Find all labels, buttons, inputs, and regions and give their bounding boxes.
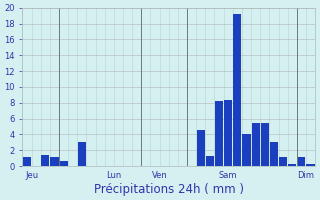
Bar: [215, 101, 223, 166]
Bar: [197, 130, 205, 166]
Bar: [252, 123, 260, 166]
Bar: [41, 155, 49, 166]
Bar: [297, 157, 306, 166]
Bar: [288, 164, 296, 166]
Bar: [206, 156, 214, 166]
Bar: [306, 164, 315, 166]
Bar: [224, 100, 232, 166]
Bar: [242, 134, 251, 166]
Bar: [78, 142, 86, 166]
Bar: [279, 157, 287, 166]
X-axis label: Précipitations 24h ( mm ): Précipitations 24h ( mm ): [94, 183, 244, 196]
Bar: [50, 157, 59, 166]
Bar: [233, 14, 242, 166]
Bar: [23, 157, 31, 166]
Bar: [261, 123, 269, 166]
Bar: [60, 161, 68, 166]
Bar: [270, 142, 278, 166]
